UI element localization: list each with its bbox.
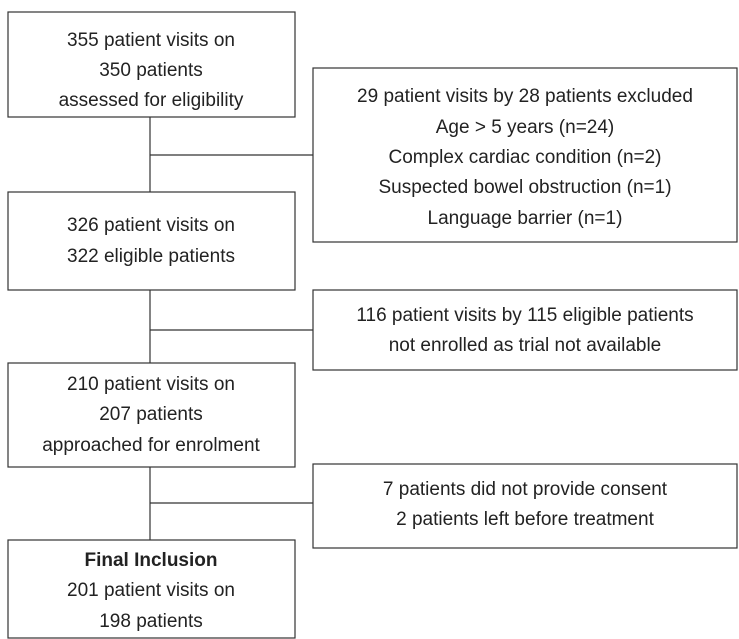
box-text: 7 patients did not provide consent [383,479,668,500]
exclusion-box [312,463,738,549]
box-text: 355 patient visits on [67,30,235,51]
box-text: assessed for eligibility [59,90,244,111]
box-text: 29 patient visits by 28 patients exclude… [357,86,693,107]
box-text: Language barrier (n=1) [428,208,623,229]
box-text: 326 patient visits on [67,215,235,236]
flow-box [7,362,296,468]
box-text: Suspected bowel obstruction (n=1) [378,177,671,198]
box-text: 116 patient visits by 115 eligible patie… [356,305,693,326]
box-text: Age > 5 years (n=24) [436,117,615,138]
box-text: not enrolled as trial not available [389,335,662,356]
exclusion-box [312,67,738,243]
box-text: approached for enrolment [42,435,260,456]
flow-box [7,11,296,118]
box-text: 2 patients left before treatment [396,509,654,530]
box-text: 350 patients [99,60,203,81]
exclusion-box [312,289,738,371]
box-text: 210 patient visits on [67,374,235,395]
flow-box [7,539,296,639]
box-text: Complex cardiac condition (n=2) [389,147,662,168]
box-text: 201 patient visits on [67,580,235,601]
box-text: 207 patients [99,404,203,425]
box-text: 198 patients [99,611,203,632]
box-text: 322 eligible patients [67,246,235,267]
flow-box [7,191,296,291]
box-title: Final Inclusion [84,550,217,571]
